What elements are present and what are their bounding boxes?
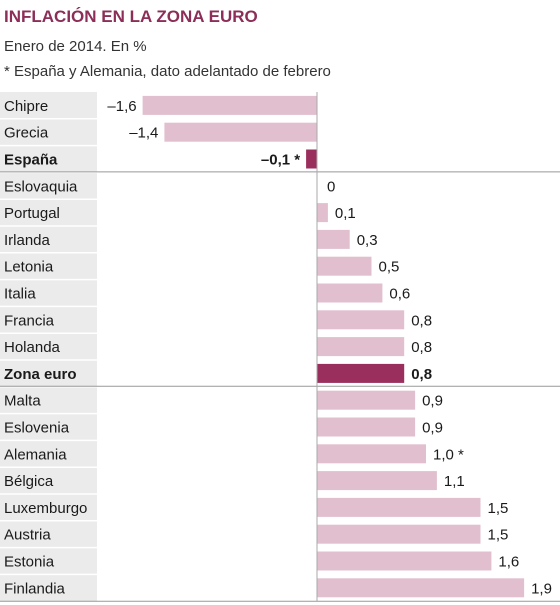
value-label: 0,9 (422, 393, 443, 410)
value-label: 0,1 (335, 205, 356, 222)
category-label: Eslovaquia (4, 178, 78, 195)
bar (317, 444, 426, 464)
bar (164, 122, 317, 142)
value-label: –0,1 * (261, 152, 300, 169)
category-label: Chipre (4, 98, 48, 115)
category-label: Bélgica (4, 473, 54, 490)
bar (306, 149, 317, 169)
category-label: Finlandia (4, 580, 66, 597)
bar (317, 417, 416, 437)
bar (317, 256, 372, 276)
bar (317, 524, 481, 544)
value-label: 0,3 (357, 232, 378, 249)
category-label: Francia (4, 312, 55, 329)
chart-title: INFLACIÓN EN LA ZONA EURO (4, 7, 258, 26)
category-label: Irlanda (4, 232, 51, 249)
chart-subtitle: Enero de 2014. En % (4, 38, 147, 55)
category-label: Luxemburgo (4, 500, 87, 517)
value-label: –1,6 (107, 98, 136, 115)
value-label: 0,8 (411, 339, 432, 356)
inflation-bar-chart: Chipre –1,6 Grecia –1,4 España –0,1 * Eslovaqu… (0, 92, 560, 602)
bar (317, 337, 405, 357)
bar (317, 578, 525, 598)
value-label: 1,6 (498, 554, 519, 571)
value-label: 0,8 (411, 312, 432, 329)
value-label: 0,5 (379, 259, 400, 276)
category-label: Italia (4, 286, 36, 303)
bar (317, 551, 492, 571)
chart-note: * España y Alemania, dato adelantado de … (4, 63, 331, 80)
category-label: Alemania (4, 446, 67, 463)
bar (317, 471, 437, 491)
bar (142, 95, 317, 115)
bar (317, 390, 416, 410)
label-panel (0, 92, 97, 602)
bar (317, 497, 481, 517)
category-label: Holanda (4, 339, 61, 356)
bar (317, 310, 405, 330)
category-label: Estonia (4, 554, 55, 571)
category-label: Grecia (4, 125, 49, 142)
category-label: Austria (4, 527, 51, 544)
category-label: Eslovenia (4, 420, 70, 437)
category-label: Malta (4, 393, 41, 410)
bar (317, 203, 328, 223)
category-label: Zona euro (4, 366, 77, 383)
value-label: –1,4 (129, 125, 158, 142)
value-label: 1,5 (488, 527, 509, 544)
value-label: 0,9 (422, 420, 443, 437)
value-label: 1,1 (444, 473, 465, 490)
bar (317, 363, 405, 383)
value-label: 1,5 (488, 500, 509, 517)
value-label: 0 (327, 178, 335, 195)
category-label: Portugal (4, 205, 60, 222)
category-label: Letonia (4, 259, 54, 276)
value-label: 0,8 (411, 366, 432, 383)
value-label: 1,0 * (433, 446, 464, 463)
value-label: 0,6 (389, 286, 410, 303)
bar (317, 283, 383, 303)
category-label: España (4, 152, 58, 169)
value-label: 1,9 (531, 580, 552, 597)
bar (317, 229, 350, 249)
